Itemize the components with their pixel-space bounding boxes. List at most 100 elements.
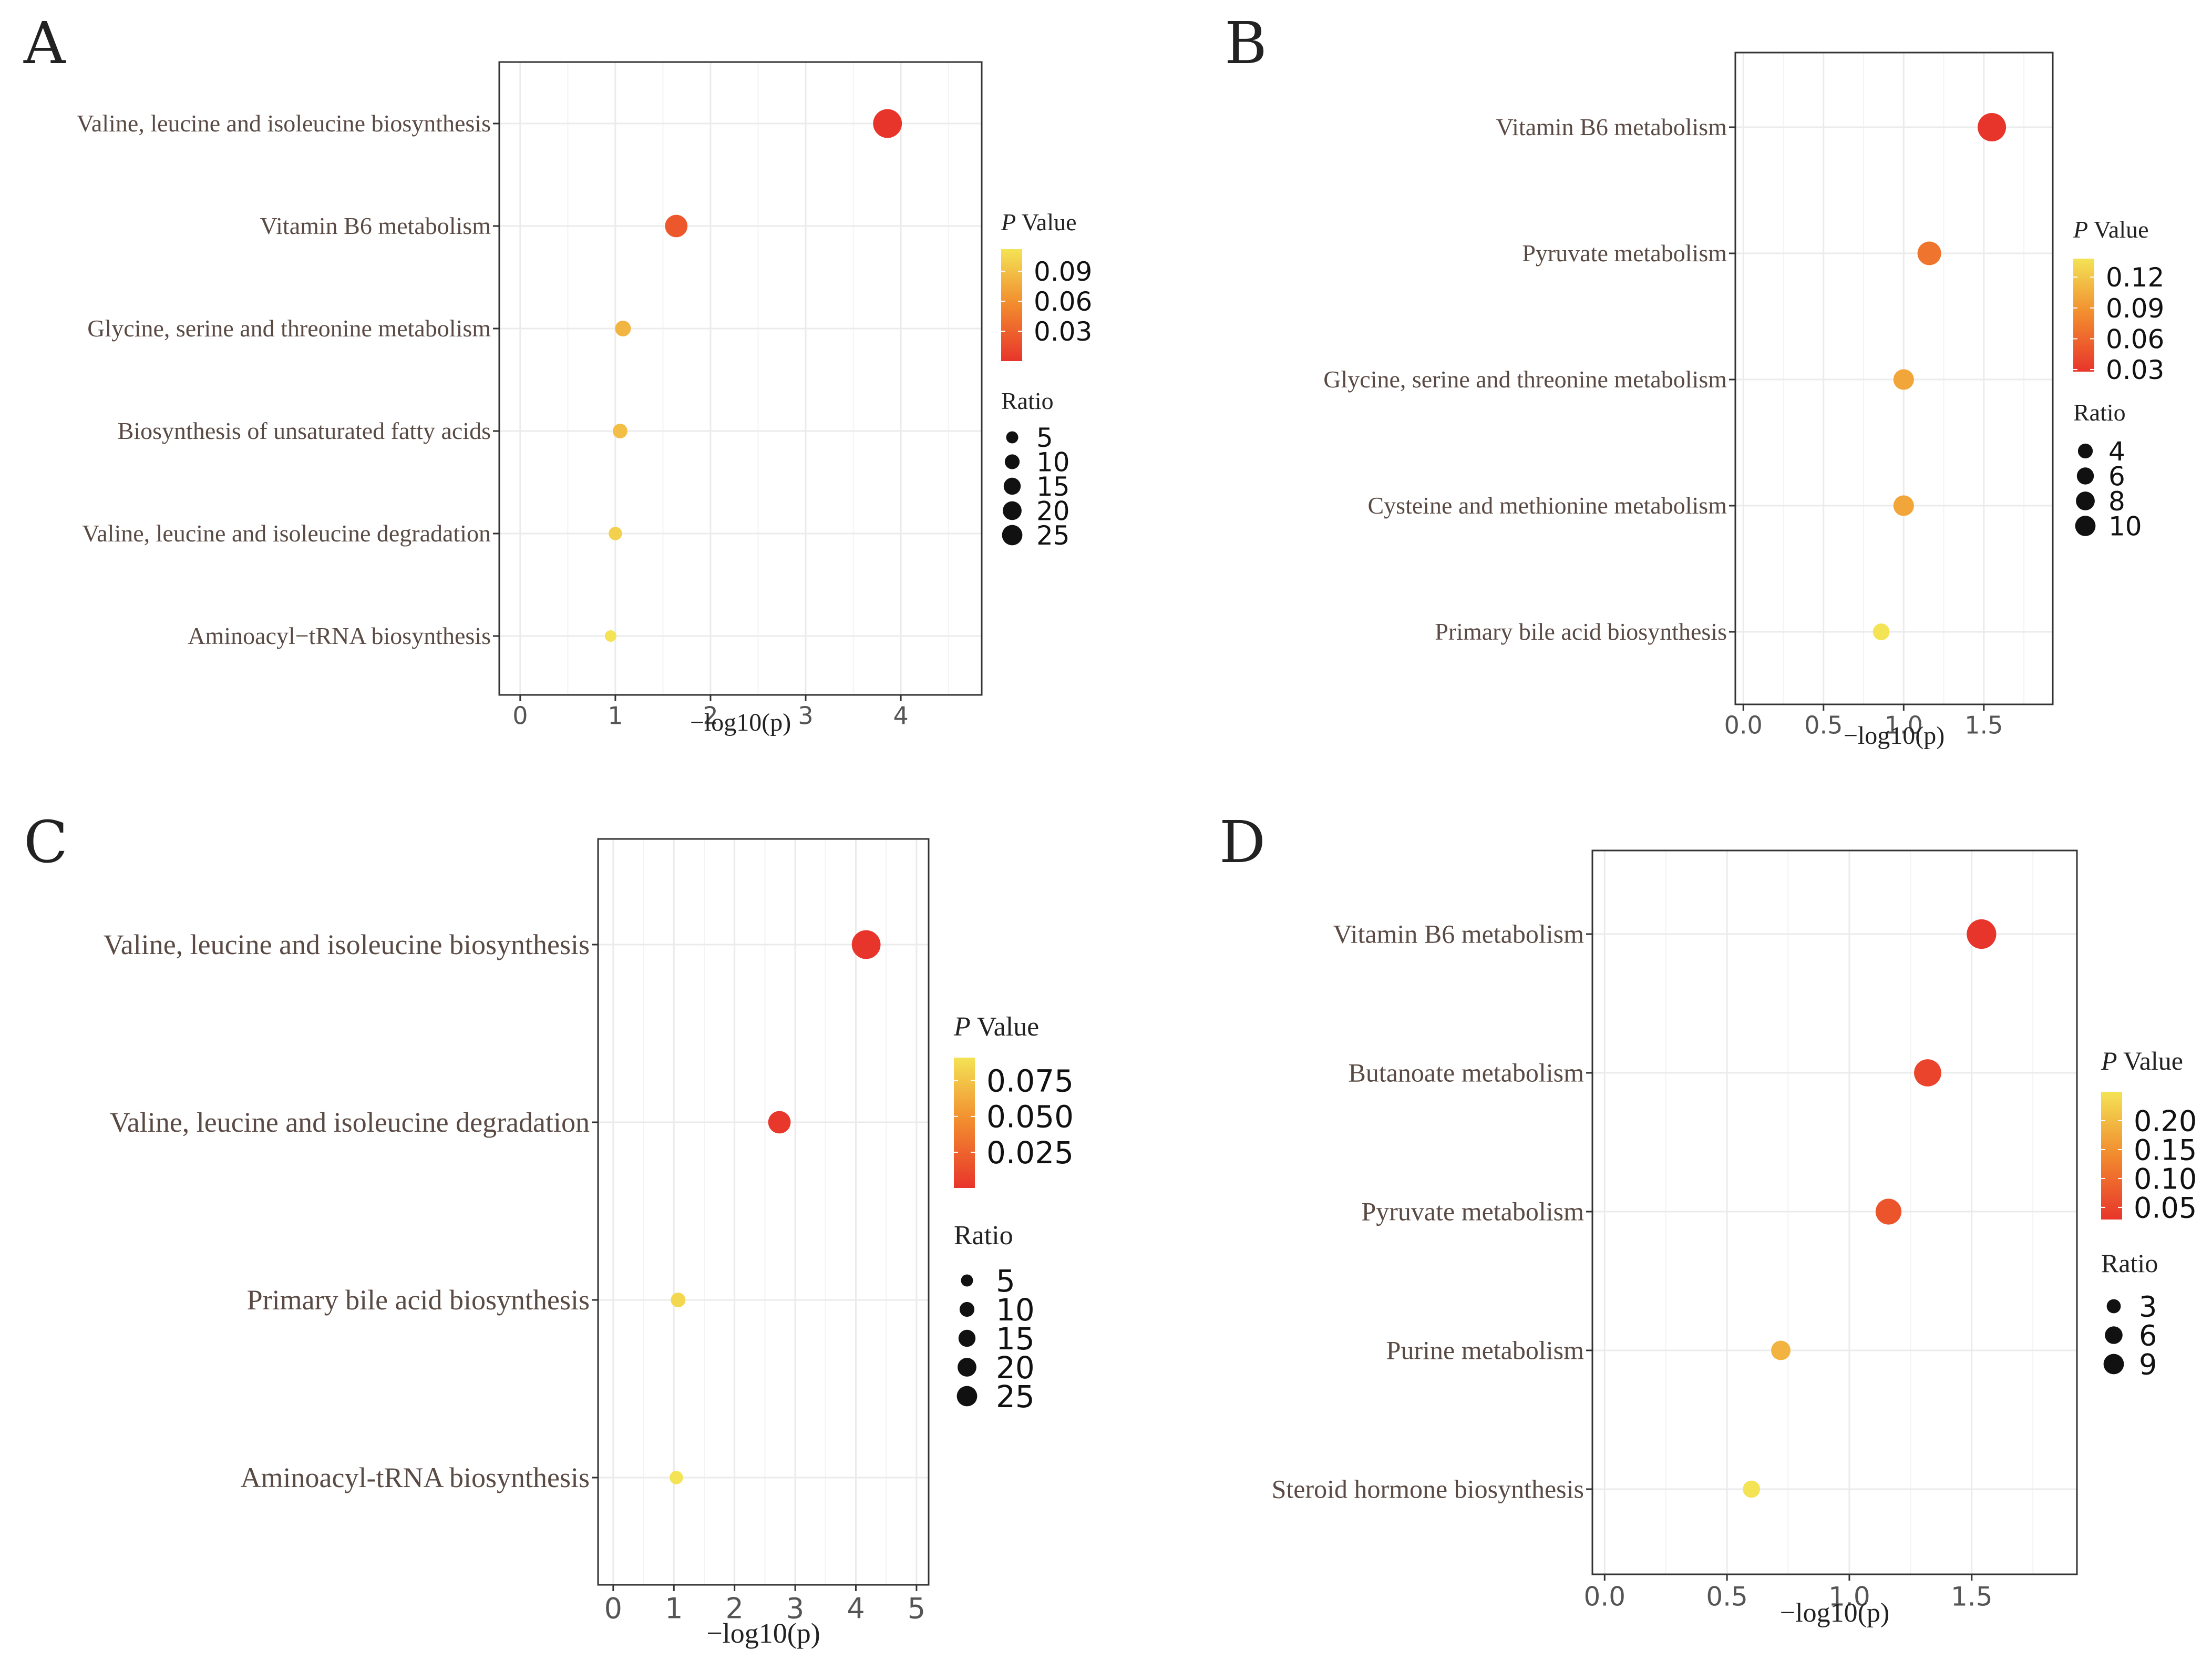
x-tick-label: 0.5 [1804, 711, 1843, 740]
y-tick-label-pathway: Purine metabolism [1386, 1336, 1584, 1365]
legend-color-title-p: P [2073, 216, 2088, 243]
x-axis-title: −log10(p) [1844, 722, 1944, 750]
size-legend-label: 5 [1036, 423, 1053, 453]
size-legend-dot [956, 1386, 978, 1407]
p-value-colorbar [1001, 249, 1022, 361]
x-axis-title: −log10(p) [690, 709, 791, 736]
y-tick-label-pathway: Valine, leucine and isoleucine degradati… [82, 520, 491, 547]
x-axis-title: −log10(p) [1780, 1598, 1889, 1628]
size-legend-label: 10 [996, 1292, 1035, 1328]
y-tick-label-pathway: Vitamin B6 metabolism [1496, 114, 1727, 140]
legend-color-title-rest: Value [2117, 1046, 2183, 1075]
size-legend-dot [1003, 501, 1022, 520]
size-legend-dot [959, 1302, 975, 1317]
data-point [671, 1293, 686, 1307]
colorbar-tick-label: 0.20 [2134, 1104, 2197, 1138]
x-tick-label: 3 [786, 1592, 804, 1625]
y-tick-label-pathway: Valine, leucine and isoleucine biosynthe… [77, 110, 491, 137]
y-tick-label-pathway: Valine, leucine and isoleucine biosynthe… [104, 929, 590, 960]
colorbar-tick-label: 0.06 [1034, 286, 1092, 317]
size-legend-dot [1003, 477, 1021, 495]
legend-color-title: P Value [2101, 1046, 2183, 1075]
colorbar-tick-label: 0.06 [2106, 324, 2164, 354]
colorbar-tick-label: 0.09 [2106, 293, 2164, 324]
x-tick-label: 0.0 [1724, 711, 1763, 740]
legend-color-title: P Value [2073, 216, 2149, 243]
data-point [768, 1111, 791, 1134]
x-tick-label: 2 [703, 702, 718, 730]
y-tick-label-pathway: Pyruvate metabolism [1522, 240, 1727, 267]
y-tick-label-pathway: Valine, leucine and isoleucine degradati… [110, 1106, 590, 1138]
legend-size-title: Ratio [2073, 399, 2126, 426]
size-legend-dot [2075, 516, 2096, 536]
data-point [1893, 495, 1914, 516]
size-legend-label: 25 [996, 1379, 1035, 1415]
panel-border [1591, 849, 2078, 1575]
size-legend-label: 10 [2108, 511, 2142, 542]
colorbar-tick-label: 0.15 [2134, 1133, 2197, 1166]
colorbar-tick-label: 0.075 [986, 1063, 1074, 1099]
x-tick-label: 0 [512, 702, 528, 730]
data-point [1771, 1340, 1791, 1360]
x-tick-label: 3 [798, 702, 813, 730]
legend-color-title-rest: Value [2088, 216, 2148, 243]
y-tick-label-pathway: Biosynthesis of unsaturated fatty acids [118, 417, 491, 444]
y-tick-label-pathway: Glycine, serine and threonine metabolism [87, 315, 491, 342]
panel-letter: A [23, 9, 66, 77]
legend-size-title: Ratio [954, 1221, 1013, 1251]
data-point [604, 630, 616, 642]
size-legend-label: 20 [1036, 496, 1070, 527]
x-tick-label: 0.0 [1584, 1582, 1626, 1612]
y-tick-label-pathway: Steroid hormone biosynthesis [1272, 1474, 1584, 1504]
legend-color-title: P Value [1001, 209, 1077, 235]
panel-b: B Vitamin B6 metabolism Pyruvate metabolis… [1225, 9, 2164, 750]
colorbar-tick-label: 0.050 [986, 1099, 1074, 1135]
y-tick-label-pathway: Aminoacyl-tRNA biosynthesis [241, 1462, 590, 1493]
size-legend-dot [958, 1358, 976, 1377]
x-axis-title: −log10(p) [706, 1617, 820, 1649]
legend-color-title-rest: Value [971, 1012, 1039, 1042]
size-legend-dot [2076, 491, 2095, 510]
colorbar-tick-label: 0.03 [2106, 355, 2164, 385]
data-point [1893, 369, 1914, 390]
data-point [615, 321, 631, 336]
panel-letter: B [1225, 9, 1267, 77]
y-tick-label-pathway: Aminoacyl−tRNA biosynthesis [188, 622, 491, 649]
legend-size-title: Ratio [2101, 1248, 2158, 1278]
y-tick-label-pathway: Cysteine and methionine metabolism [1368, 492, 1727, 519]
data-point [613, 424, 627, 438]
size-legend-dot [2105, 1326, 2123, 1344]
size-legend-dot [2103, 1354, 2124, 1375]
data-point [670, 1471, 683, 1484]
p-value-colorbar [2073, 259, 2094, 372]
size-legend-label: 6 [2108, 462, 2125, 492]
x-tick-label: 1 [608, 702, 623, 730]
data-point [1914, 1059, 1941, 1087]
x-tick-label: 0.5 [1706, 1582, 1748, 1612]
data-point [851, 930, 881, 959]
size-legend-dot [1004, 454, 1020, 469]
size-legend-label: 5 [996, 1263, 1015, 1299]
x-tick-label: 4 [893, 702, 908, 730]
panel-border [1734, 52, 2054, 705]
data-point [1873, 623, 1890, 640]
size-legend-label: 6 [2139, 1319, 2157, 1352]
data-point [1743, 1480, 1761, 1498]
size-legend-label: 9 [2139, 1348, 2157, 1381]
size-legend-dot [2077, 443, 2093, 459]
panel-a: A Valine, leucine and isoleucine biosynth… [23, 9, 1092, 736]
panel-d: D Vitamin B6 metabolism Butanoate metaboli… [1219, 808, 2197, 1628]
x-tick-label: 0 [604, 1592, 622, 1625]
x-tick-label: 1.5 [1964, 711, 2003, 740]
panel-border [597, 838, 930, 1586]
p-value-colorbar [954, 1058, 975, 1188]
size-legend-label: 15 [996, 1321, 1035, 1357]
colorbar-tick-label: 0.05 [2134, 1191, 2197, 1224]
size-legend-label: 25 [1036, 520, 1070, 551]
legend-color-title-p: P [2101, 1046, 2117, 1075]
p-value-colorbar [2101, 1092, 2122, 1220]
size-legend-dot [2076, 467, 2094, 485]
y-tick-label-pathway: Vitamin B6 metabolism [260, 212, 491, 239]
x-tick-label: 1 [665, 1592, 683, 1625]
